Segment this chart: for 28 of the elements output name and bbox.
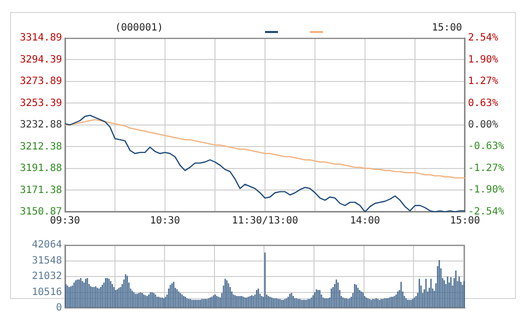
y-tick-label: 42064 [32, 240, 62, 251]
text: (000001) [115, 22, 164, 34]
x-tick-label: 15:00 [450, 216, 480, 227]
y2-tick-label: 2.54% [468, 32, 498, 44]
y-tick-label: 3191.88 [20, 163, 62, 174]
text: 15:00 [432, 22, 462, 34]
y-tick-label: 3314.89 [20, 32, 62, 44]
y-tick-label: 3253.39 [20, 98, 62, 109]
y-tick-label: 3294.39 [20, 54, 62, 66]
y-tick-label: 31548 [32, 255, 62, 266]
x-tick-label: 11:30/13:00 [232, 216, 298, 227]
x-tick-label: 10:30 [150, 216, 180, 227]
y2-tick-label: 1.27% [468, 76, 498, 88]
y2-tick-label: -0.63% [468, 141, 504, 152]
y-tick-label: 3171.38 [20, 184, 62, 196]
y2-tick-label: 1.90% [468, 54, 498, 66]
y2-tick-label: 0.00% [468, 120, 498, 131]
y-tick-label: 0 [56, 302, 62, 314]
y-tick-label: 3273.89 [20, 76, 62, 88]
y2-tick-label: 0.63% [468, 98, 498, 110]
y2-tick-label: -1.90% [468, 184, 504, 196]
y-tick-label: 21032 [32, 271, 62, 282]
y-tick-label: 3232.88 [20, 120, 62, 131]
y2-tick-label: -1.27% [468, 163, 504, 174]
x-tick-label: 14:00 [350, 216, 380, 227]
x-tick-label: 09:30 [50, 216, 80, 227]
y-tick-label: 10516 [32, 286, 62, 298]
y-tick-label: 3212.38 [20, 141, 62, 152]
